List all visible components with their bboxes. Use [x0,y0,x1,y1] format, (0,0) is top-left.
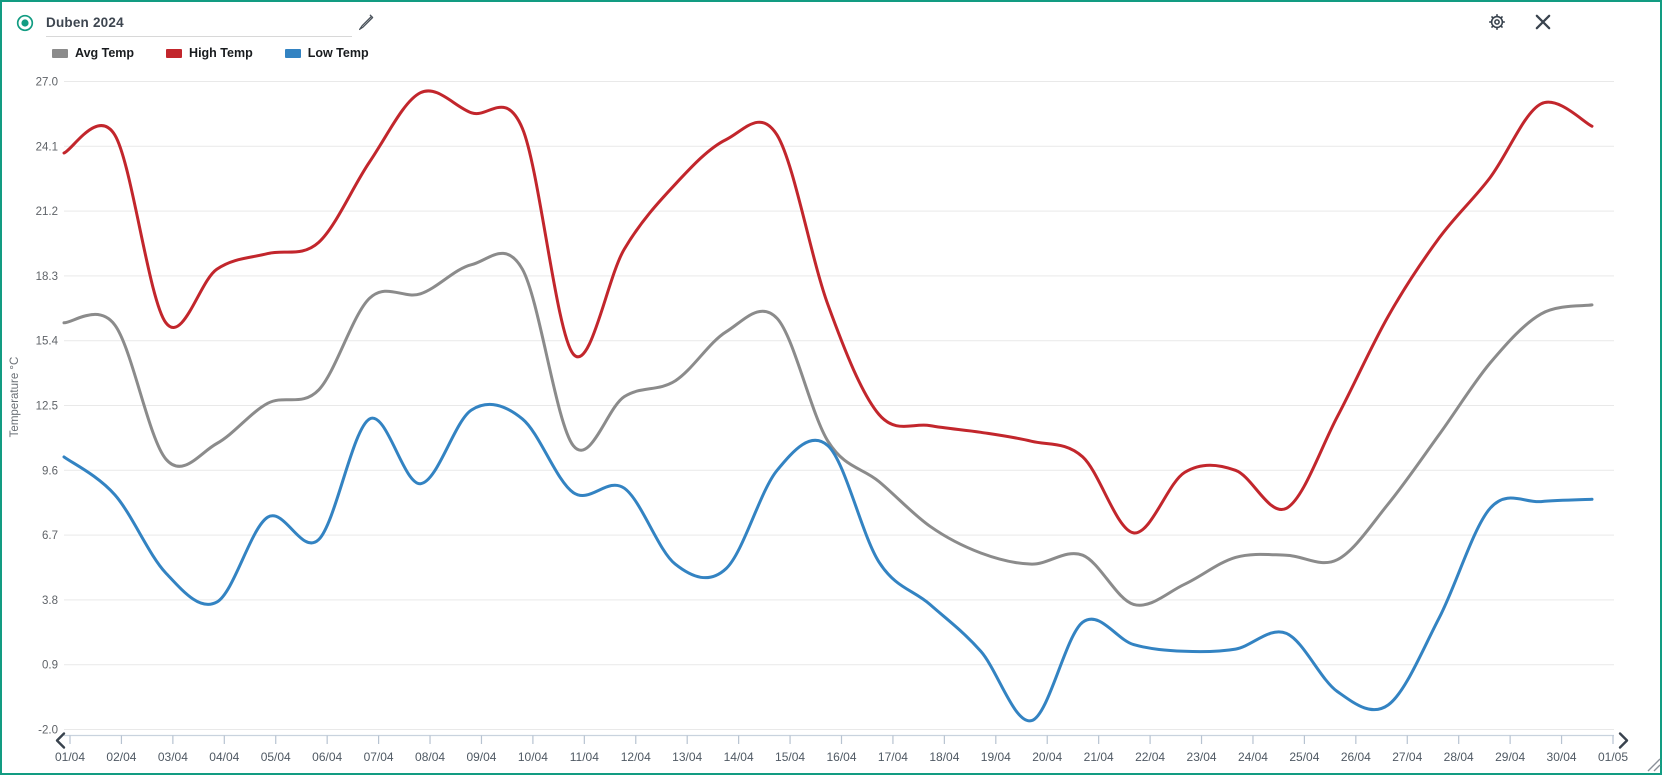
resize-grip-icon[interactable] [1647,758,1661,772]
series-line-low-temp [62,402,1594,723]
x-axis-tick-label: 07/04 [364,750,394,764]
settings-gear-icon[interactable] [1488,13,1506,31]
x-axis-tick-label: 16/04 [826,750,856,764]
x-axis-tick-label: 17/04 [878,750,908,764]
x-axis-tick-label: 14/04 [724,750,754,764]
y-axis-tick-label: 18.3 [36,271,58,283]
y-axis-tick-label: 0.9 [42,660,58,672]
x-axis-tick-label: 30/04 [1547,750,1577,764]
x-axis-tick-label: 15/04 [775,750,805,764]
legend-label: Low Temp [307,46,369,60]
x-axis-tick-label: 01/05 [1598,750,1628,764]
y-axis-tick-label: 21.2 [36,206,58,218]
x-axis-tick-label: 21/04 [1084,750,1114,764]
series-line-avg-temp [62,252,1594,607]
header: Duben 2024 [2,2,1660,42]
x-axis-tick-label: 01/04 [55,750,85,764]
x-axis-tick-label: 08/04 [415,750,445,764]
x-axis-tick-label: 13/04 [672,750,702,764]
x-axis-tick-label: 20/04 [1032,750,1062,764]
x-axis-tick-label: 05/04 [261,750,291,764]
legend-item-avg-temp[interactable]: Avg Temp [52,46,134,60]
legend-swatch [284,48,301,58]
y-axis-tick-label: 3.8 [42,595,58,607]
x-axis-tick-label: 27/04 [1392,750,1422,764]
chart-legend: Avg Temp High Temp Low Temp [52,46,401,60]
y-axis-tick-label: 9.6 [42,465,58,477]
x-axis-tick-label: 03/04 [158,750,188,764]
x-axis-tick-label: 10/04 [518,750,548,764]
status-circle-icon [16,14,34,32]
x-axis-tick-label: 02/04 [106,750,136,764]
x-axis-tick-label: 06/04 [312,750,342,764]
x-axis-tick-label: 26/04 [1341,750,1371,764]
legend-item-high-temp[interactable]: High Temp [166,46,253,60]
x-axis-tick-label: 04/04 [209,750,239,764]
x-axis-tick-label: 29/04 [1495,750,1525,764]
scroll-left-chevron-icon[interactable] [55,732,66,749]
legend-item-low-temp[interactable]: Low Temp [284,46,369,60]
x-axis-tick-label: 12/04 [621,750,651,764]
y-axis-tick-label: 6.7 [42,530,58,542]
close-icon[interactable] [1534,13,1552,31]
legend-label: Avg Temp [75,46,135,60]
x-axis-tick-label: 25/04 [1289,750,1319,764]
x-axis-tick-label: 18/04 [929,750,959,764]
page-title: Duben 2024 [46,15,124,30]
legend-label: High Temp [189,46,253,60]
x-axis-tick-label: 11/04 [570,750,599,764]
x-axis-tick-label: 19/04 [981,750,1011,764]
y-axis-tick-label: 12.5 [36,401,58,413]
y-axis-tick-label: -2.0 [38,725,58,737]
x-axis-tick-label: 22/04 [1135,750,1165,764]
y-axis-title: Temperature °C [9,357,21,438]
x-axis-tick-label: 23/04 [1187,750,1217,764]
scroll-right-chevron-icon[interactable] [1618,732,1629,749]
y-axis-tick-label: 15.4 [36,336,59,348]
title-field[interactable]: Duben 2024 [46,12,352,37]
x-axis-tick-label: 28/04 [1444,750,1474,764]
x-axis-tick-label: 24/04 [1238,750,1268,764]
series-line-high-temp [62,89,1594,535]
y-axis-tick-label: 27.0 [36,77,58,89]
y-axis-tick-label: 24.1 [36,141,58,153]
edit-pencil-icon[interactable] [358,13,376,31]
legend-swatch [52,48,68,58]
legend-swatch [166,48,183,58]
x-axis-tick-label: 09/04 [466,750,496,764]
